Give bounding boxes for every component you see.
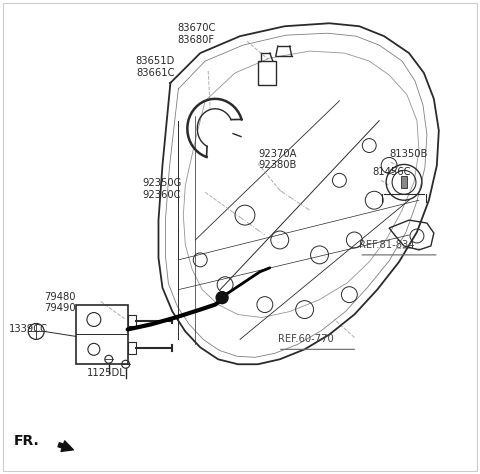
FancyArrowPatch shape: [58, 441, 73, 451]
Bar: [128, 315, 136, 327]
Circle shape: [216, 292, 228, 304]
Text: 81456C: 81456C: [372, 167, 411, 177]
Text: REF.60-770: REF.60-770: [278, 335, 334, 345]
Bar: [128, 342, 136, 354]
Text: 92370A
92380B: 92370A 92380B: [258, 148, 296, 170]
Text: 1125DL: 1125DL: [86, 368, 125, 378]
Text: 81350B: 81350B: [389, 148, 428, 158]
Text: 83651D
83661C: 83651D 83661C: [136, 56, 175, 78]
Text: 1339CC: 1339CC: [9, 325, 48, 335]
Bar: [258, 61, 276, 85]
Bar: [401, 176, 407, 188]
Text: FR.: FR.: [13, 434, 39, 448]
Bar: [76, 305, 128, 364]
Text: REF.81-834: REF.81-834: [360, 240, 415, 250]
Text: 92350G
92360C: 92350G 92360C: [143, 178, 182, 200]
Text: 79480
79490: 79480 79490: [44, 292, 76, 313]
Text: 83670C
83680F: 83670C 83680F: [177, 23, 216, 45]
